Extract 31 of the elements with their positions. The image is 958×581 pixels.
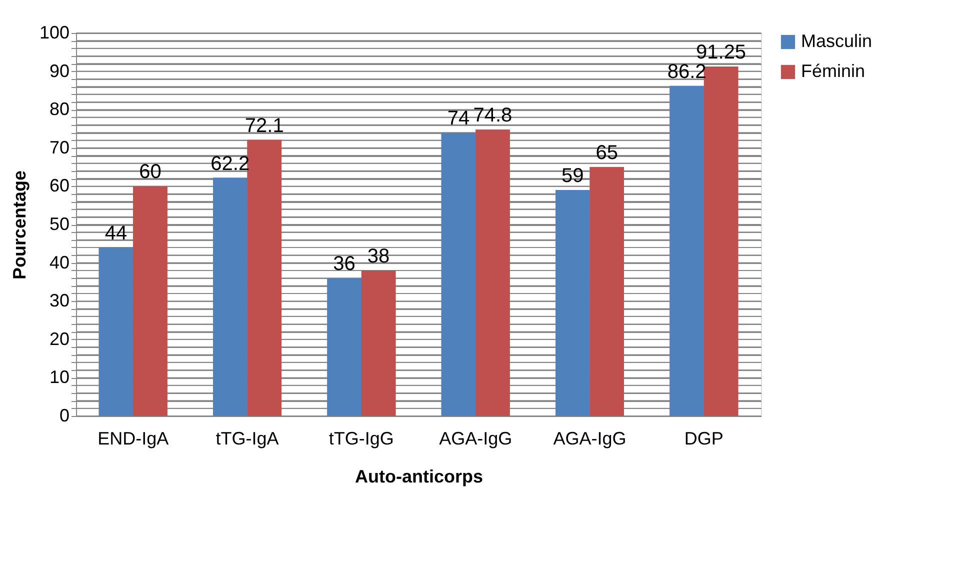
y-tick-label: 40 (49, 252, 70, 272)
data-label: 36 (333, 253, 356, 276)
y-tick-label: 100 (39, 22, 70, 42)
legend-label: Féminin (801, 61, 866, 81)
data-label: 38 (367, 245, 390, 268)
x-tick-label: tTG-IgA (216, 428, 279, 448)
y-tick-label: 50 (49, 214, 70, 234)
y-tick-label: 60 (49, 176, 70, 196)
x-tick-label: tTG-IgG (328, 428, 394, 448)
x-tick-label: AGA-IgG (439, 428, 512, 448)
legend-label: Masculin (801, 31, 872, 51)
data-label: 65 (596, 142, 618, 164)
x-axis-title: Auto-anticorps (355, 466, 483, 486)
x-tick-label: END-IgA (98, 428, 169, 448)
x-tick-label: DGP (684, 428, 724, 448)
data-label: 72.1 (244, 114, 284, 137)
data-label: 59 (562, 165, 584, 188)
data-label: 91.25 (696, 42, 746, 64)
y-tick-label: 10 (49, 367, 70, 388)
y-tick-label: 20 (49, 328, 70, 349)
data-label: 60 (139, 161, 162, 184)
y-tick-label: 90 (49, 60, 70, 81)
y-tick-label: 0 (59, 406, 70, 426)
y-tick-label: 80 (49, 99, 70, 120)
y-axis-title: Pourcentage (9, 170, 30, 280)
x-tick-label: AGA-IgG (553, 428, 626, 448)
y-tick-label: 70 (49, 137, 70, 158)
data-label: 44 (104, 222, 128, 244)
y-tick-label: 30 (49, 290, 70, 311)
data-label: 74.8 (473, 104, 512, 127)
data-label: 74 (447, 108, 470, 130)
